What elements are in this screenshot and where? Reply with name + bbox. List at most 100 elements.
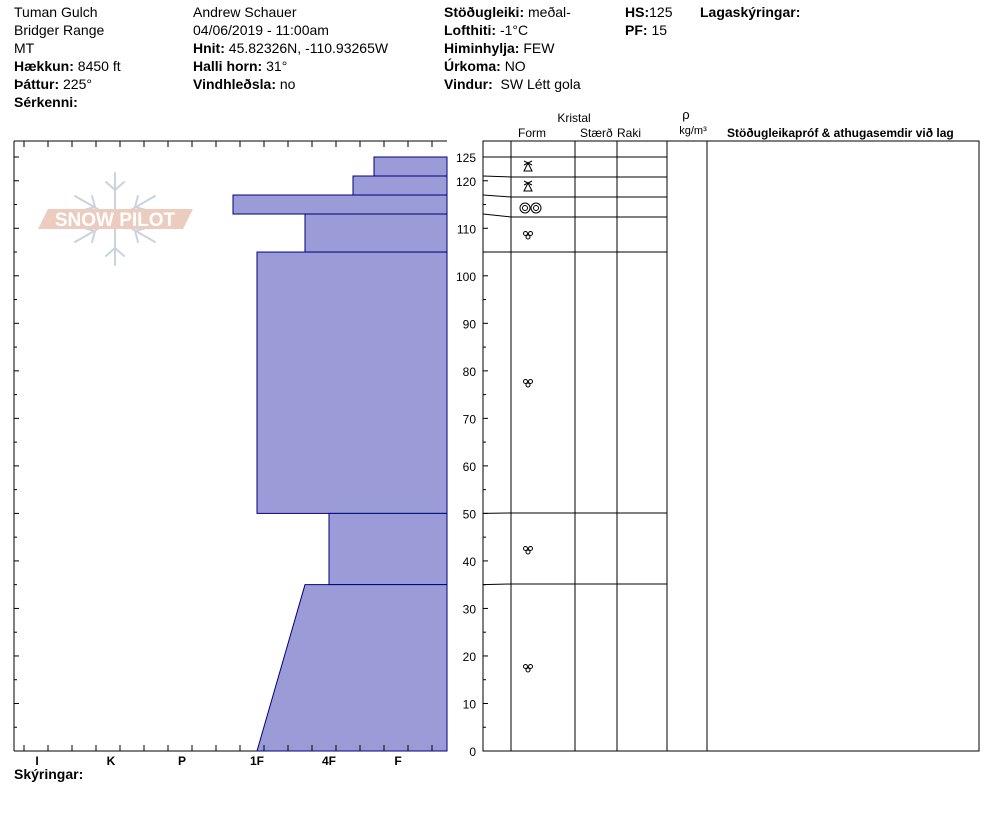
- hardness-layer-0: [373, 156, 448, 177]
- form-header: Form: [518, 126, 546, 140]
- crust-circle: [522, 205, 528, 211]
- rounded-grain-circle: [528, 546, 533, 551]
- hardness-layer-6: [256, 584, 448, 752]
- y-tick-label-110: 110: [457, 222, 476, 236]
- facet-triangle: [523, 161, 533, 172]
- rounded-grain-symbol: [523, 231, 533, 240]
- melt-freeze-crust-symbol: [519, 202, 542, 214]
- coords-label: Hnit:: [193, 40, 225, 56]
- facet-mark: [523, 180, 533, 186]
- rounded-grain-symbol: [523, 664, 533, 673]
- y-tick-label-80: 80: [463, 365, 477, 379]
- hardness-layer-1: [352, 175, 448, 196]
- x-tick-label-P: P: [178, 754, 186, 768]
- x-tick-label-K: K: [107, 754, 116, 768]
- layer-table-grid: [482, 140, 980, 752]
- hardness-layer-4: [256, 251, 448, 514]
- rounded-grain-circle: [525, 234, 531, 240]
- crust-circle: [533, 205, 539, 211]
- coords-field: Hnit: 45.82326N, -110.93265W: [193, 39, 388, 57]
- location-name: Tuman Gulch: [14, 4, 98, 20]
- air-temp-field: Lofthiti: -1°C: [444, 21, 528, 39]
- aspect-value: 225°: [63, 76, 92, 92]
- comments-label: Skýringar:: [14, 766, 84, 782]
- y-tick-label-20: 20: [463, 650, 477, 664]
- sky-value: FEW: [523, 40, 555, 56]
- y-tick-label-60: 60: [463, 460, 477, 474]
- hs-field: HS:125: [625, 3, 672, 21]
- stability-value: meðal-: [528, 4, 571, 20]
- hs-value: 125: [649, 4, 673, 20]
- table-border: [482, 140, 980, 752]
- wind-loading-value: no: [279, 76, 296, 92]
- y-tick-label-10: 10: [463, 697, 477, 711]
- rho-header: ρ: [682, 107, 689, 122]
- x-tick-label-1F: 1F: [250, 754, 264, 768]
- sky-field: Himinhylja: FEW: [444, 39, 554, 57]
- y-tick-label-50: 50: [463, 507, 477, 521]
- hs-label: HS:: [625, 4, 650, 20]
- aspect-label: Þáttur:: [14, 76, 60, 92]
- grain-form-symbols: [519, 160, 542, 673]
- crust-circle: [519, 202, 531, 214]
- wind-field: Vindur: SW Létt gola: [444, 75, 581, 93]
- x-tick-label-I: I: [35, 754, 38, 768]
- range-name: Bridger Range: [14, 22, 105, 38]
- rounded-grain-circle: [523, 546, 528, 551]
- y-tick-label-120: 120: [456, 175, 476, 189]
- facet-mark: [523, 160, 533, 166]
- snowpilot-watermark-logo: SNOW PILOT: [38, 172, 193, 266]
- observer-name: Andrew Schauer: [193, 4, 297, 20]
- y-tick-label-125: 125: [456, 151, 476, 165]
- y-tick-label-40: 40: [463, 555, 477, 569]
- rounded-grain-circle: [525, 382, 531, 388]
- y-tick-label-70: 70: [463, 412, 477, 426]
- stability-label: Stöðugleiki:: [444, 4, 525, 20]
- rounded-grain-symbol: [523, 379, 533, 388]
- moisture-header: Raki: [617, 126, 641, 140]
- y-tick-label-30: 30: [463, 602, 477, 616]
- rounded-grain-circle: [523, 231, 528, 236]
- features-label: Sérkenni:: [14, 94, 78, 110]
- stability-field: Stöðugleiki: meðal-: [444, 3, 571, 21]
- hardness-layers: [232, 156, 448, 752]
- rounded-grain-circle: [528, 664, 533, 669]
- slope-field: Halli horn: 31°: [193, 57, 287, 75]
- height-axis: 0 10 20 30 40 50 60 70 80 90 100 110 120 125: [14, 141, 488, 759]
- layer-connector-6: [482, 583, 512, 586]
- layer-connectors: [482, 156, 668, 586]
- elevation-value: 8450 ft: [77, 58, 121, 74]
- rounded-grain-circle: [528, 231, 533, 236]
- y-tick-label-90: 90: [463, 317, 477, 331]
- air-temp-label: Lofthiti:: [444, 22, 497, 38]
- sky-label: Himinhylja:: [444, 40, 520, 56]
- y-tick-label-0: 0: [469, 745, 476, 759]
- crust-circle: [530, 202, 542, 214]
- coords-value: 45.82326N, -110.93265W: [228, 40, 389, 56]
- slope-value: 31°: [266, 58, 288, 74]
- stability-tests-header: Stöðugleikapróf & athugasemdir við lag: [727, 126, 954, 140]
- faceted-rounded-symbol: [523, 160, 533, 172]
- hardness-axis: I K P 1F 4F F: [23, 141, 433, 768]
- layer-connector-1: [482, 175, 512, 178]
- pf-field: PF: 15: [625, 21, 667, 39]
- crystal-header: Kristal: [557, 111, 590, 125]
- rounded-grain-circle: [523, 379, 528, 384]
- precip-value: NO: [504, 58, 526, 74]
- facet-triangle: [523, 181, 533, 192]
- precip-label: Úrkoma:: [444, 58, 501, 74]
- rounded-grain-circle: [525, 549, 531, 555]
- aspect-field: Þáttur: 225°: [14, 75, 92, 93]
- rounded-grain-circle: [528, 379, 533, 384]
- elevation-field: Hækkun: 8450 ft: [14, 57, 121, 75]
- y-tick-label-100: 100: [456, 270, 476, 284]
- faceted-rounded-symbol: [523, 180, 533, 192]
- wind-label: Vindur:: [444, 76, 493, 92]
- wind-value: SW Létt gola: [500, 76, 581, 92]
- layer-connector-3: [482, 213, 512, 218]
- x-tick-label-4F: 4F: [322, 754, 336, 768]
- rounded-grain-circle: [523, 664, 528, 669]
- wind-loading-label: Vindhleðsla:: [193, 76, 276, 92]
- hardness-layer-5: [328, 512, 448, 586]
